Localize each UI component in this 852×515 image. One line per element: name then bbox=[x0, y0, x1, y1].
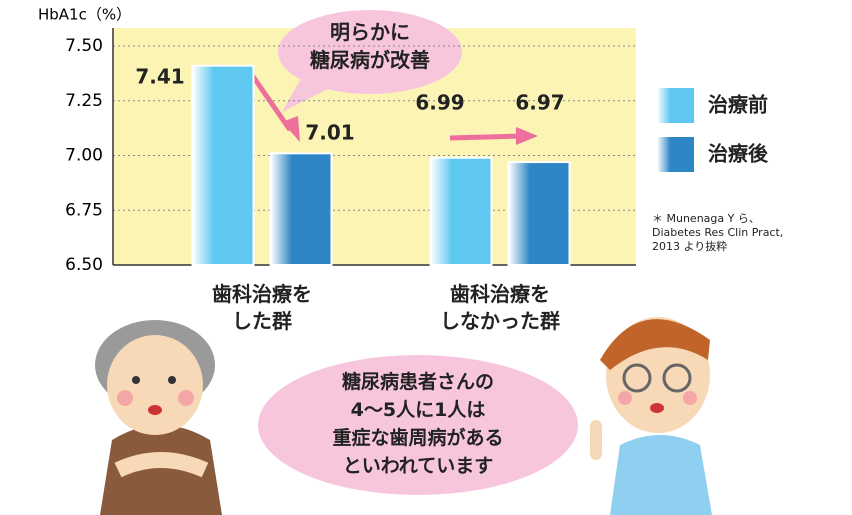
y-tick-label: 6.50 bbox=[65, 255, 103, 275]
legend-swatch bbox=[657, 136, 695, 173]
bar bbox=[271, 153, 332, 265]
y-tick-label: 7.25 bbox=[65, 91, 103, 111]
bar bbox=[193, 66, 254, 265]
arrow bbox=[450, 136, 522, 138]
bar bbox=[509, 162, 570, 265]
data-label: 6.99 bbox=[415, 91, 464, 115]
bar bbox=[431, 158, 492, 265]
x-tick-label: 歯科治療を しなかった群 bbox=[410, 281, 590, 335]
character-right bbox=[590, 317, 712, 515]
x-tick-label: 歯科治療を した群 bbox=[172, 281, 352, 335]
data-label: 6.97 bbox=[515, 91, 564, 115]
y-tick-label: 6.75 bbox=[65, 200, 103, 220]
legend-swatch bbox=[657, 87, 695, 124]
legend-label: 治療後 bbox=[708, 142, 769, 166]
bubble-text: 明らかに 糖尿病が改善 bbox=[290, 18, 450, 74]
source-note: ＊ Munenaga Y ら、 Diabetes Res Clin Pract,… bbox=[652, 212, 852, 254]
legend-label: 治療前 bbox=[708, 93, 768, 117]
y-tick-label: 7.50 bbox=[65, 36, 103, 56]
data-label: 7.41 bbox=[135, 65, 184, 89]
y-tick-label: 7.00 bbox=[65, 146, 103, 166]
data-label: 7.01 bbox=[305, 121, 354, 145]
page: HbA1c（%） 6.50 6.75 7.00 7.25 7.50 治療前治療後 7.41 6… bbox=[0, 0, 852, 515]
bubble-text: 糖尿病患者さんの 4～5人に1人は 重症な歯周病がある といわれています bbox=[268, 368, 568, 480]
y-axis-label: HbA1c（%） bbox=[38, 6, 131, 24]
character-left bbox=[95, 320, 222, 515]
